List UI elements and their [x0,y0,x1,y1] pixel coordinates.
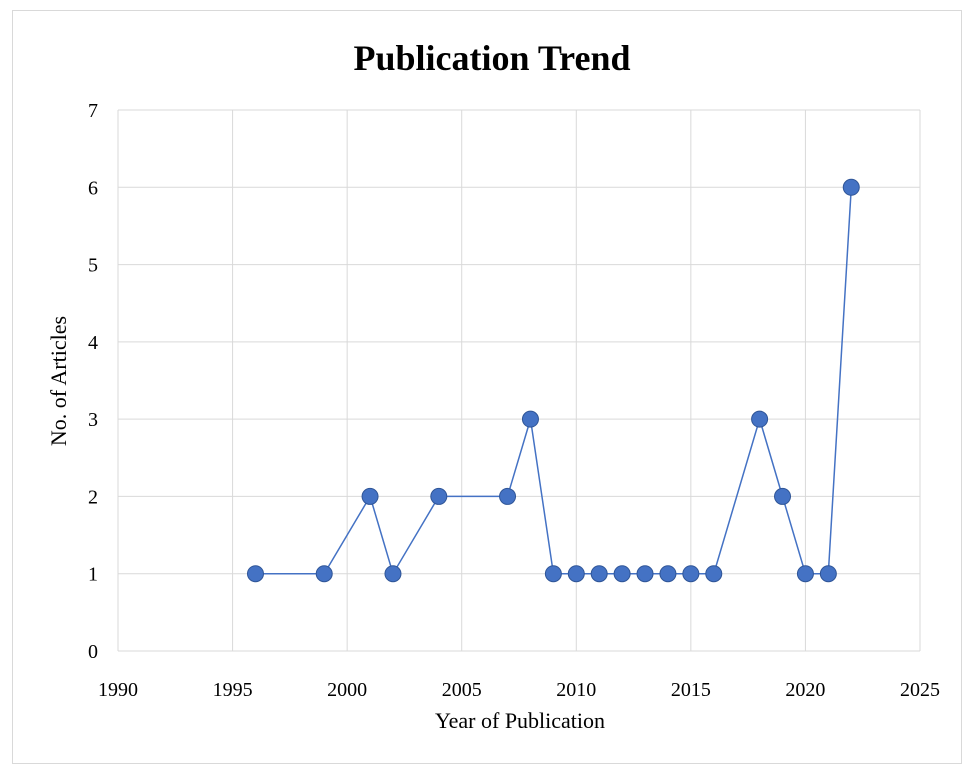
y-tick-label: 0 [88,641,98,663]
x-tick-label: 2005 [442,679,482,701]
data-point [567,565,585,583]
data-point [796,565,814,583]
data-point [705,565,723,583]
y-tick-label: 2 [88,486,98,508]
y-axis-ticks: 0 1 2 3 4 5 6 7 [88,100,98,663]
data-point [430,487,448,505]
data-point [590,565,608,583]
x-tick-label: 2025 [900,679,940,701]
x-tick-label: 2010 [556,679,596,701]
data-point [246,565,264,583]
y-tick-label: 1 [88,564,98,586]
y-tick-label: 6 [88,177,98,199]
series-layer [246,178,860,583]
data-point [819,565,837,583]
data-point [384,565,402,583]
data-point [544,565,562,583]
x-axis-title: Year of Publication [435,708,605,733]
chart-title: Publication Trend [353,38,630,78]
data-point [636,565,654,583]
y-tick-label: 7 [88,100,98,122]
y-axis-title: No. of Articles [46,316,71,446]
data-point [521,410,539,428]
y-tick-label: 4 [88,332,98,354]
data-point [315,565,333,583]
y-tick-label: 5 [88,255,98,277]
x-tick-label: 2020 [785,679,825,701]
data-point [842,178,860,196]
y-tick-label: 3 [88,409,98,431]
data-point [659,565,677,583]
data-point [361,487,379,505]
data-point [682,565,700,583]
x-axis-ticks: 1990 1995 2000 2005 2010 2015 2020 2025 [98,679,940,701]
data-point [613,565,631,583]
data-point [499,487,517,505]
data-point [774,487,792,505]
data-point [751,410,769,428]
x-tick-label: 1990 [98,679,138,701]
x-tick-label: 2015 [671,679,711,701]
series-line [255,187,853,576]
x-tick-label: 1995 [213,679,253,701]
x-tick-label: 2000 [327,679,367,701]
chart-frame [12,10,962,764]
